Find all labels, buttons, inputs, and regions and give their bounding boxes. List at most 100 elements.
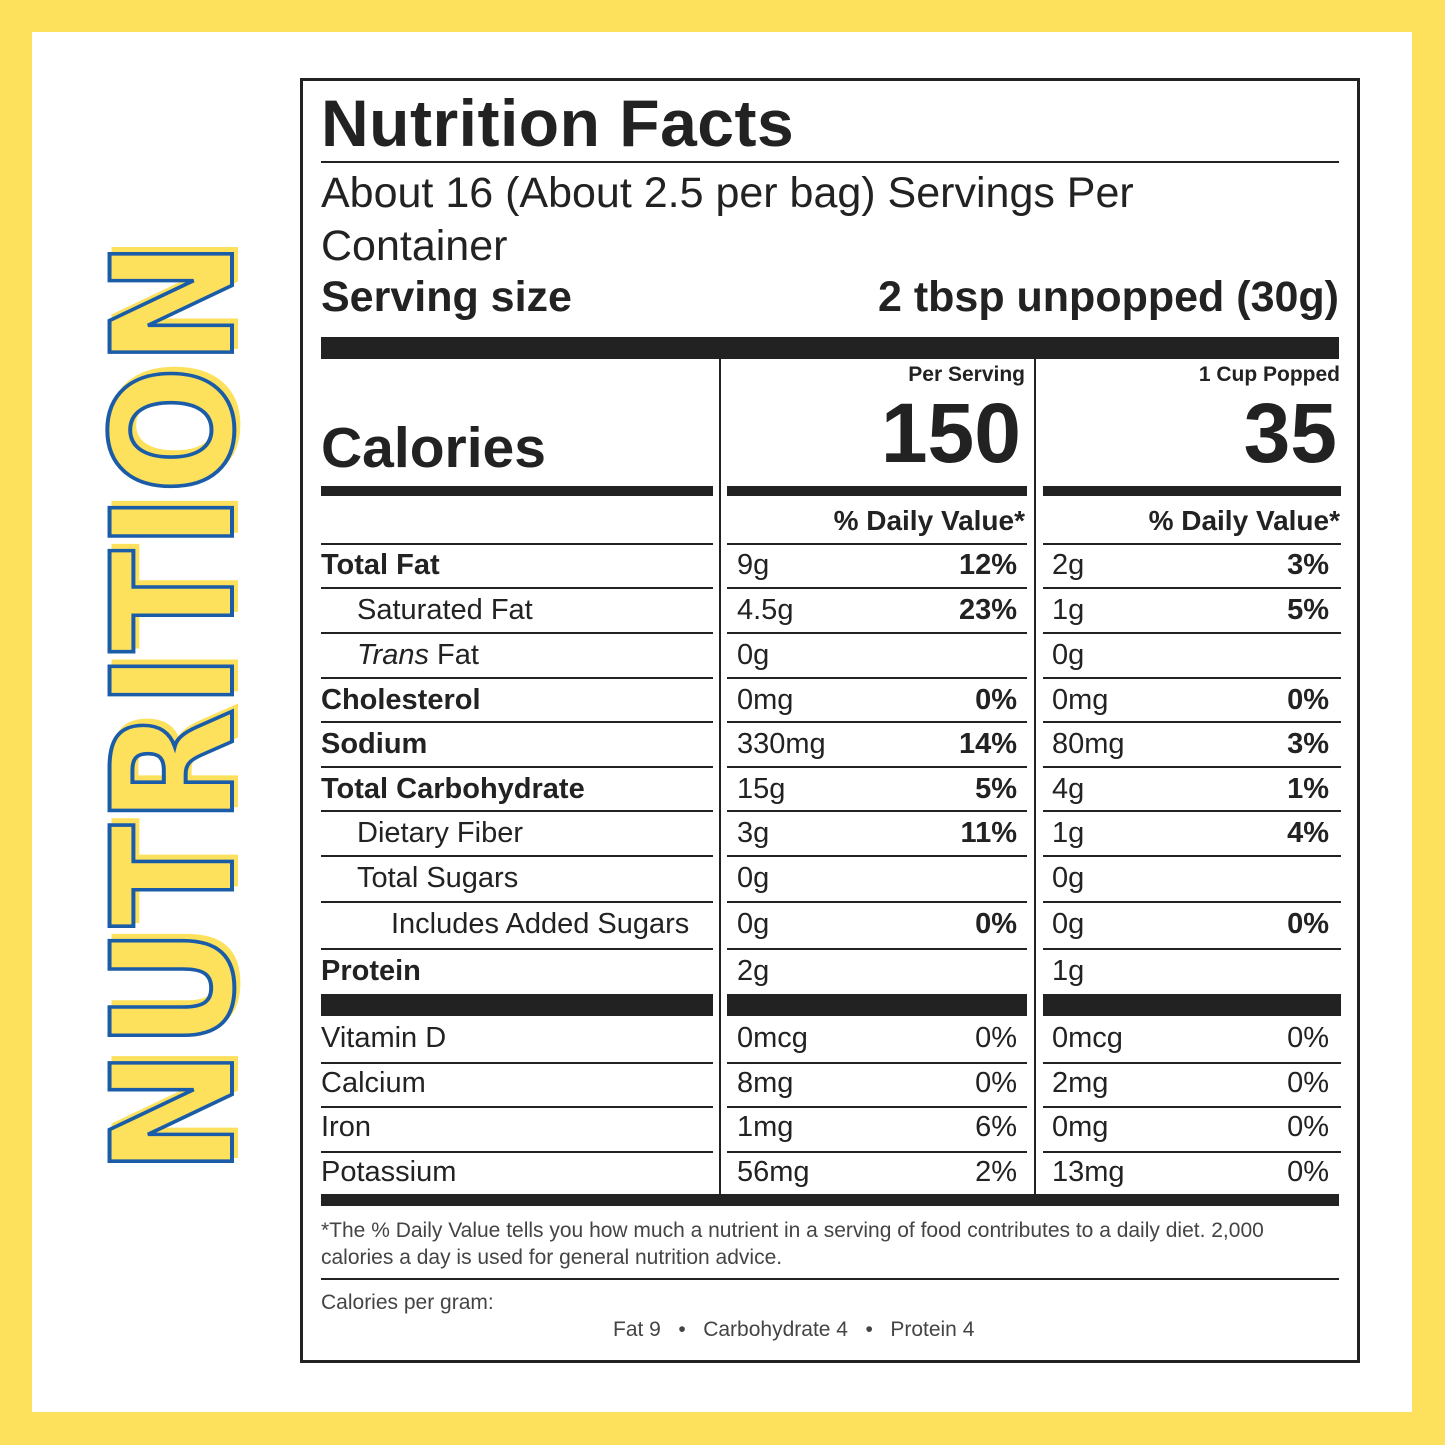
nutrient-amount-cup-popped: 0g [1052,908,1085,940]
calories-per-gram-label: Calories per gram: [321,1291,494,1314]
nutrient-amount-cup-popped: 1g [1052,955,1085,987]
row-divider [727,1106,1027,1108]
nutrient-dv-cup-popped: 1% [1287,773,1329,805]
serving-size-label: Serving size [321,273,572,321]
row-divider [1043,543,1341,545]
nutrient-name: Cholesterol [321,678,481,722]
nutrient-amount-per-serving: 330mg [737,728,826,760]
nutrient-amount-cup-popped: 80mg [1052,728,1125,760]
nutrient-amount-per-serving: 4.5g [737,594,794,626]
nutrient-amount-per-serving: 0g [737,639,770,671]
row-divider [1043,632,1341,634]
nutrient-name: Total Fat [321,543,440,587]
row-divider [727,632,1027,634]
thick-divider [321,994,713,1016]
vitamin-name-text: Vitamin D [321,1022,447,1054]
column-divider [719,359,721,1194]
row-divider [1043,587,1341,589]
nutrient-amount-per-serving: 15g [737,773,786,805]
row-divider [1043,1106,1341,1108]
serving-size-value: 2 tbsp unpopped (30g) [877,273,1339,321]
nutrient-dv-cup-popped: 0% [1287,908,1329,940]
nutrient-amount-cup-popped: 1g [1052,817,1085,849]
vitamin-dv-per-serving: 0% [975,1067,1017,1099]
vitamin-amount-per-serving: 56mg [737,1156,810,1188]
vitamin-amount-per-serving: 8mg [737,1067,794,1099]
row-divider [727,677,1027,679]
nutrient-amount-per-serving: 0g [737,862,770,894]
row-divider [727,948,1027,950]
row-divider [1043,948,1341,950]
nutrient-dv-per-serving: 14% [958,728,1017,760]
vitamin-name: Vitamin D [321,1016,446,1060]
nutrient-name-italic: Trans [357,639,429,671]
nutrient-amount-per-serving: 9g [737,549,770,581]
thick-divider [321,486,713,496]
row-divider [1043,1151,1341,1153]
row-divider [1043,810,1341,812]
vitamin-name: Potassium [321,1150,456,1194]
nutrient-name-text: Protein [321,955,421,987]
vitamin-name-text: Calcium [321,1067,426,1099]
daily-value-header: % Daily Value* [1148,505,1340,536]
row-divider [727,810,1027,812]
nutrient-name: Saturated Fat [357,588,533,632]
nutrient-name: Total Carbohydrate [321,767,585,811]
nutrient-amount-per-serving: 0mg [737,684,794,716]
vitamin-dv-cup-popped: 0% [1287,1156,1329,1188]
thick-divider [727,486,1027,496]
vitamin-dv-per-serving: 2% [975,1156,1017,1188]
nutrient-name: Dietary Fiber [357,811,523,855]
row-divider [321,632,713,634]
column-header-cup-popped: 1 Cup Popped [1198,363,1340,386]
column-divider [1034,359,1036,1194]
nutrient-name-text: Dietary Fiber [357,817,523,849]
nutrient-dv-cup-popped: 3% [1287,549,1329,581]
nutrient-name-text: Sodium [321,728,428,760]
daily-value-header: % Daily Value* [833,505,1025,536]
row-divider [727,1062,1027,1064]
row-divider [1043,677,1341,679]
nutrient-name-text: Total Fat [321,549,440,581]
calories-cup-popped: 35 [1243,386,1337,480]
row-divider [1043,901,1341,903]
row-divider [321,677,713,679]
row-divider [727,1151,1027,1153]
nutrient-name-text: Saturated Fat [357,594,533,626]
row-divider [727,587,1027,589]
vitamin-amount-per-serving: 1mg [737,1111,794,1143]
row-divider [321,1151,713,1153]
nutrient-dv-cup-popped: 5% [1287,594,1329,626]
nutrient-name: Includes Added Sugars [391,902,689,946]
row-divider [321,766,713,768]
nutrient-dv-per-serving: 0% [975,908,1017,940]
nutrient-name: Total Sugars [357,856,518,900]
nutrient-amount-cup-popped: 1g [1052,594,1085,626]
row-divider [1043,766,1341,768]
nutrient-name: Sodium [321,722,427,766]
row-divider [321,1106,713,1108]
calories-per-serving: 150 [880,386,1021,480]
nutrient-amount-cup-popped: 0g [1052,862,1085,894]
thick-divider [727,994,1027,1016]
nutrient-amount-per-serving: 0g [737,908,770,940]
vitamin-amount-cup-popped: 2mg [1052,1067,1109,1099]
nutrient-name: Trans Fat [357,633,479,677]
row-divider [321,587,713,589]
calories-per-gram-values: Fat 9 • Carbohydrate 4 • Protein 4 [613,1318,975,1341]
vitamin-amount-cup-popped: 13mg [1052,1156,1125,1188]
daily-value-footnote: *The % Daily Value tells you how much a … [321,1219,1264,1269]
servings-per-container: About 16 (About 2.5 per bag) Servings Pe… [321,169,1134,270]
vitamin-amount-cup-popped: 0mcg [1052,1022,1123,1054]
vitamin-dv-cup-popped: 0% [1287,1067,1329,1099]
nutrient-dv-cup-popped: 4% [1287,817,1329,849]
thick-divider [1043,486,1341,496]
nutrient-amount-cup-popped: 2g [1052,549,1085,581]
divider [321,161,1339,163]
vitamin-name: Iron [321,1105,371,1149]
vitamin-dv-cup-popped: 0% [1287,1111,1329,1143]
row-divider [321,543,713,545]
nutrient-dv-per-serving: 5% [975,773,1017,805]
divider [321,1278,1339,1280]
nutrient-dv-cup-popped: 3% [1287,728,1329,760]
